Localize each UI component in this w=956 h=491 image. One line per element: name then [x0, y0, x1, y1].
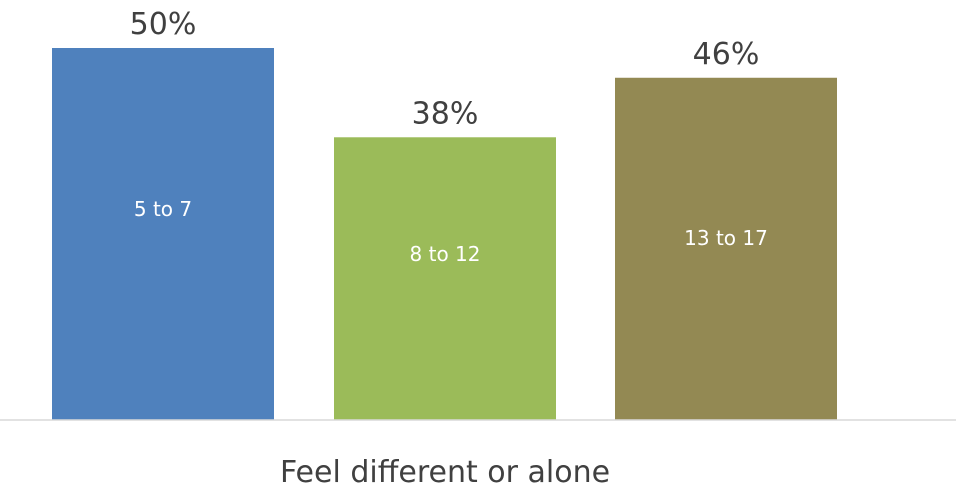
series-label-8-to-12: 8 to 12 [410, 242, 481, 266]
bar-13-to-17 [615, 77, 837, 420]
data-label-13-to-17: 46% [693, 37, 760, 72]
bar-5-to-7 [52, 48, 274, 420]
bars-group: 50% 5 to 7 38% 8 to 12 46% 13 to 17 [52, 7, 837, 420]
data-label-8-to-12: 38% [412, 96, 479, 131]
bar-8-to-12 [334, 137, 556, 420]
series-label-5-to-7: 5 to 7 [134, 197, 192, 221]
category-label: Feel different or alone [280, 455, 610, 490]
series-label-13-to-17: 13 to 17 [684, 226, 768, 250]
data-label-5-to-7: 50% [130, 7, 197, 42]
